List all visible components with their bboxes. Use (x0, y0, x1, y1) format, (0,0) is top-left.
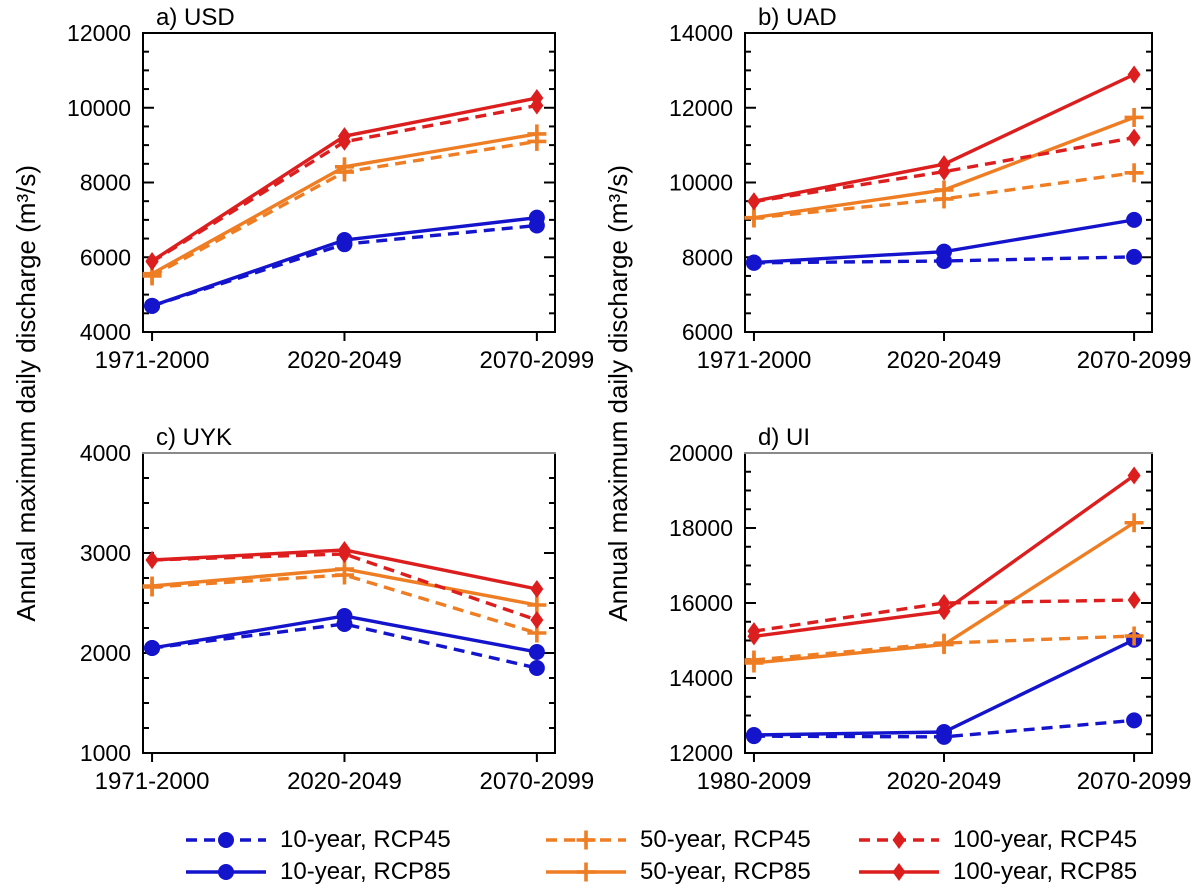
legend-label: 50-year, RCP45 (640, 826, 811, 853)
svg-text:3000: 3000 (80, 540, 131, 566)
panel-b-title: b) UAD (758, 4, 837, 31)
svg-text:2020-2049: 2020-2049 (287, 768, 402, 795)
legend-item: 50-year, RCP85 (544, 857, 857, 887)
svg-text:8000: 8000 (80, 170, 131, 196)
legend-line-marker-100yr-rcp85 (859, 863, 939, 881)
legend-row-rcp45: 10-year, RCP45 50-year, RCP45 100-year, … (184, 824, 1137, 856)
svg-text:1971-2000: 1971-2000 (95, 347, 210, 374)
legend-line-marker-50yr-rcp45 (546, 830, 626, 850)
svg-text:2070-2099: 2070-2099 (479, 768, 594, 795)
legend-row-rcp85: 10-year, RCP85 50-year, RCP85 100-year, … (184, 856, 1137, 888)
svg-text:2020-2049: 2020-2049 (887, 768, 1002, 795)
panel-c-uyk-plot: 1000 2000 3000 4000 1971-2000 2020-2049 2070-2… (80, 440, 594, 795)
svg-text:1000: 1000 (80, 740, 131, 766)
svg-text:16000: 16000 (669, 590, 733, 616)
svg-text:1971-2000: 1971-2000 (95, 768, 210, 795)
panel-d-title: d) UI (758, 424, 811, 451)
svg-text:2070-2099: 2070-2099 (1077, 768, 1192, 795)
svg-text:14000: 14000 (669, 20, 733, 46)
legend-label: 10-year, RCP45 (280, 826, 451, 853)
svg-text:12000: 12000 (669, 740, 733, 766)
panel-a-title: a) USD (156, 4, 235, 31)
svg-text:6000: 6000 (682, 319, 733, 345)
legend-line-marker-100yr-rcp45 (859, 831, 939, 849)
panel-c-title: c) UYK (156, 424, 233, 451)
y-axis-label-middle-column: Annual maximum daily discharge (m³/s) (596, 113, 640, 673)
panel-b-uad-plot: 6000 8000 10000 12000 14000 1971-2000 2020-204… (669, 20, 1192, 374)
svg-text:12000: 12000 (669, 95, 733, 121)
svg-text:2020-2049: 2020-2049 (287, 347, 402, 374)
svg-text:14000: 14000 (669, 665, 733, 691)
legend-label: 10-year, RCP85 (280, 858, 451, 885)
legend-item: 100-year, RCP85 (857, 857, 1137, 887)
svg-text:6000: 6000 (80, 244, 131, 270)
svg-text:18000: 18000 (669, 515, 733, 541)
legend-item: 10-year, RCP85 (184, 857, 544, 887)
svg-text:20000: 20000 (669, 440, 733, 466)
panel-a-usd-plot: 4000 6000 8000 10000 12000 1971-2000 2020-2049… (67, 20, 594, 374)
svg-text:2070-2099: 2070-2099 (479, 347, 594, 374)
legend-label: 50-year, RCP85 (640, 858, 811, 885)
legend-label: 100-year, RCP85 (953, 858, 1138, 885)
legend-line-marker-10yr-rcp45 (186, 832, 266, 848)
legend-item: 100-year, RCP45 (857, 825, 1137, 855)
svg-text:4000: 4000 (80, 440, 131, 466)
svg-text:2020-2049: 2020-2049 (887, 347, 1002, 374)
svg-text:12000: 12000 (67, 20, 131, 46)
y-axis-label-text: Annual maximum daily discharge (m³/s) (602, 164, 633, 622)
svg-text:4000: 4000 (80, 319, 131, 345)
svg-text:1971-2000: 1971-2000 (697, 347, 812, 374)
legend-label: 100-year, RCP45 (953, 826, 1138, 853)
svg-text:2070-2099: 2070-2099 (1077, 347, 1192, 374)
legend-item: 10-year, RCP45 (184, 825, 544, 855)
panel-d-ui-plot: 12000 14000 16000 18000 20000 1980-2009 2020-2… (669, 440, 1192, 795)
svg-text:2000: 2000 (80, 640, 131, 666)
svg-text:10000: 10000 (669, 170, 733, 196)
svg-text:1980-2009: 1980-2009 (697, 768, 812, 795)
legend-line-marker-50yr-rcp85 (546, 862, 626, 882)
svg-text:8000: 8000 (682, 244, 733, 270)
legend-item: 50-year, RCP45 (544, 825, 857, 855)
legend-line-marker-10yr-rcp85 (186, 864, 266, 880)
svg-text:10000: 10000 (67, 95, 131, 121)
